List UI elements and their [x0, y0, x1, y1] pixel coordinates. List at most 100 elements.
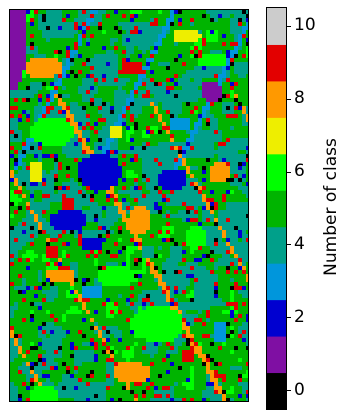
map-cell-class-5: [206, 42, 222, 46]
map-cell-class-2: [194, 258, 202, 262]
map-cell-class-2: [54, 154, 58, 158]
map-cell-class-5: [82, 378, 106, 382]
map-cell-class-9: [58, 110, 62, 114]
map-cell-class-6: [98, 278, 138, 282]
map-cell-class-1: [10, 62, 26, 66]
map-cell-class-5: [50, 310, 66, 314]
map-cell-class-9: [74, 42, 78, 46]
map-cell-class-4: [22, 218, 34, 222]
map-cell-class-5: [214, 102, 222, 106]
map-cell-class-5: [110, 334, 114, 338]
map-cell-class-6: [30, 310, 34, 314]
map-cell-class-6: [66, 294, 78, 298]
map-cell-class-4: [102, 126, 110, 130]
map-cell-class-4: [114, 94, 130, 98]
map-cell-class-9: [234, 286, 242, 290]
map-cell-class-2: [66, 330, 70, 334]
map-cell-class-4: [106, 214, 122, 218]
map-cell-class-5: [34, 310, 46, 314]
map-cell-class-2: [138, 30, 142, 34]
map-cell-class-4: [50, 26, 58, 30]
map-cell-class-8: [10, 334, 14, 338]
map-cell-class-4: [166, 210, 170, 214]
map-cell-class-4: [42, 346, 58, 350]
map-cell-class-9: [78, 234, 82, 238]
map-cell-class-9: [214, 74, 218, 78]
map-cell-class-2: [154, 46, 158, 50]
map-cell-class-4: [26, 110, 30, 114]
map-cell-class-5: [26, 290, 42, 294]
map-cell-class-4: [10, 138, 22, 142]
map-cell-class-4: [170, 250, 182, 254]
map-cell-class-5: [102, 290, 142, 294]
map-cell-class-5: [154, 246, 158, 250]
map-cell-class-5: [122, 310, 134, 314]
map-cell-class-9: [206, 314, 210, 318]
map-cell-class-5: [62, 350, 74, 354]
map-cell-class-9: [14, 190, 22, 194]
map-cell-class-9: [102, 266, 106, 270]
map-cell-class-8: [246, 278, 248, 282]
map-cell-class-2: [134, 242, 138, 246]
map-cell-class-9: [82, 150, 86, 154]
map-cell-class-5: [14, 146, 22, 150]
map-cell-class-2: [202, 66, 206, 70]
map-cell-class-5: [182, 10, 206, 14]
map-cell-class-6: [142, 134, 150, 138]
map-cell-class-5: [130, 358, 162, 362]
map-cell-class-4: [82, 98, 90, 102]
map-cell-class-2: [90, 154, 110, 158]
map-cell-class-6: [110, 346, 114, 350]
map-cell-class-4: [10, 126, 18, 130]
map-cell-class-4: [62, 94, 70, 98]
map-cell-class-5: [118, 10, 130, 14]
map-cell-class-9: [82, 62, 86, 66]
map-cell-class-5: [178, 42, 194, 46]
map-cell-class-4: [10, 306, 18, 310]
map-cell-class-5: [110, 14, 122, 18]
map-cell-class-4: [50, 194, 62, 198]
map-cell-class-2: [38, 326, 42, 330]
map-cell-class-3: [58, 78, 62, 82]
map-cell-class-6: [202, 54, 226, 58]
map-cell-class-6: [94, 262, 98, 266]
map-cell-class-2: [206, 382, 214, 386]
map-cell-class-4: [150, 298, 166, 302]
map-cell-class-5: [62, 354, 70, 358]
map-cell-class-5: [190, 326, 214, 330]
map-cell-class-5: [46, 54, 54, 58]
map-cell-class-5: [234, 86, 248, 90]
map-cell-class-0: [210, 358, 214, 362]
map-cell-class-6: [134, 314, 182, 318]
map-cell-class-4: [74, 202, 98, 206]
map-cell-class-0: [38, 358, 42, 362]
map-cell-class-5: [242, 366, 248, 370]
map-cell-class-9: [198, 50, 202, 54]
map-cell-class-9: [86, 114, 90, 118]
map-cell-class-4: [54, 78, 58, 82]
map-cell-class-2: [106, 150, 110, 154]
map-cell-class-5: [22, 350, 26, 354]
map-cell-class-5: [30, 118, 34, 122]
map-cell-class-9: [10, 254, 14, 258]
map-cell-class-4: [234, 178, 238, 182]
map-cell-class-2: [30, 182, 38, 186]
map-cell-class-5: [126, 14, 130, 18]
map-cell-class-3: [134, 86, 138, 90]
map-cell-class-4: [10, 234, 30, 238]
map-cell-class-9: [22, 98, 26, 102]
map-cell-class-9: [94, 254, 98, 258]
map-cell-class-8: [82, 306, 86, 310]
map-cell-class-9: [86, 90, 90, 94]
map-cell-class-4: [166, 258, 182, 262]
map-cell-class-5: [226, 330, 230, 334]
map-cell-class-2: [202, 254, 206, 258]
map-cell-class-8: [66, 114, 74, 118]
map-cell-class-9: [122, 58, 126, 62]
map-cell-class-3: [166, 22, 170, 26]
map-cell-class-6: [146, 338, 174, 342]
map-cell-class-4: [38, 270, 42, 274]
map-cell-class-4: [14, 130, 22, 134]
map-cell-class-9: [166, 238, 170, 242]
map-cell-class-5: [42, 102, 46, 106]
